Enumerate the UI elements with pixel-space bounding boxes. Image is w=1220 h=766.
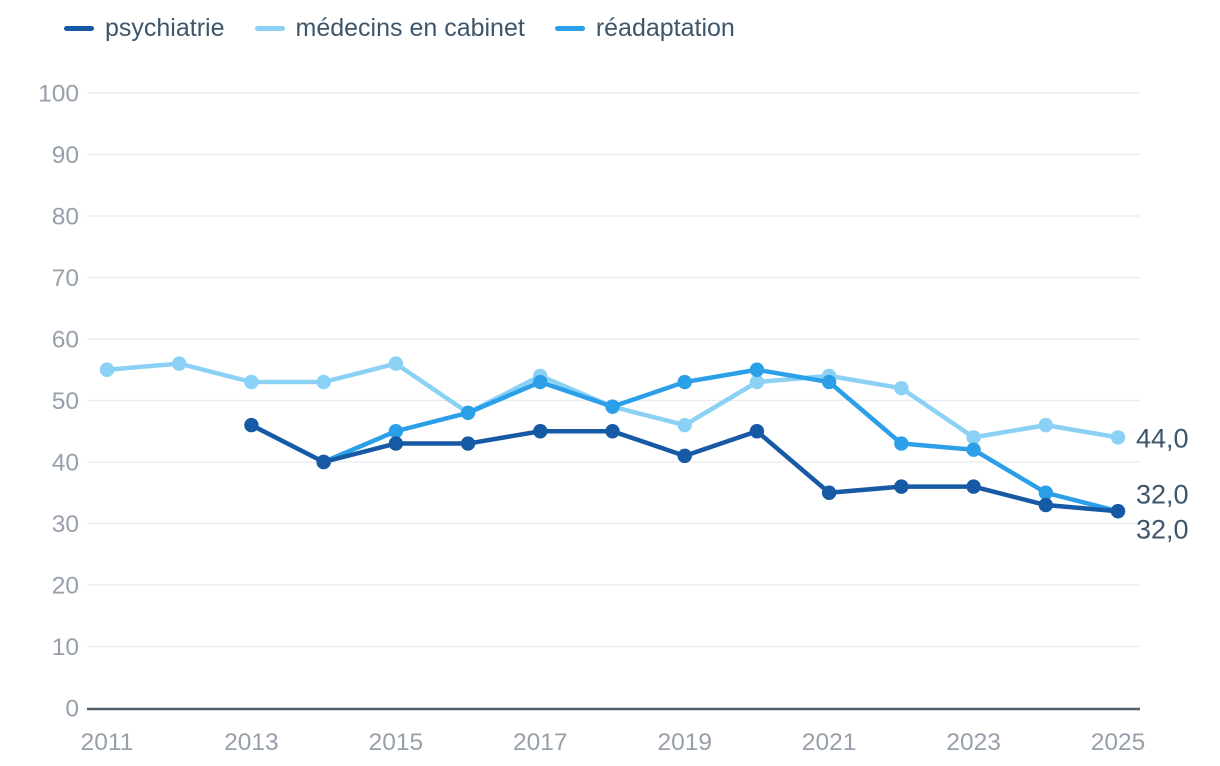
- data-point[interactable]: [894, 479, 909, 494]
- data-point[interactable]: [749, 362, 765, 377]
- y-tick-label: 50: [52, 388, 79, 415]
- legend-label: réadaptation: [595, 14, 735, 42]
- end-value-label: 44,0: [1136, 423, 1189, 453]
- x-tick-label: 2011: [81, 729, 134, 756]
- data-point[interactable]: [99, 362, 115, 377]
- data-point[interactable]: [749, 424, 765, 439]
- x-tick-label: 2015: [369, 729, 424, 756]
- data-point[interactable]: [821, 374, 837, 390]
- data-point[interactable]: [1110, 504, 1126, 519]
- data-point[interactable]: [1038, 485, 1053, 500]
- data-point[interactable]: [533, 374, 548, 390]
- y-tick-label: 30: [52, 511, 79, 538]
- y-tick-label: 0: [65, 696, 79, 723]
- data-point[interactable]: [533, 424, 548, 439]
- x-tick-label: 2017: [513, 729, 568, 756]
- data-point[interactable]: [677, 374, 692, 390]
- legend-swatch-icon: [554, 26, 585, 31]
- data-point[interactable]: [1038, 417, 1053, 433]
- data-point[interactable]: [1038, 497, 1053, 513]
- y-tick-label: 20: [52, 573, 79, 600]
- legend-swatch-icon: [64, 26, 94, 31]
- data-point[interactable]: [966, 442, 981, 457]
- data-point[interactable]: [316, 374, 331, 390]
- data-point[interactable]: [1110, 430, 1126, 445]
- y-tick-label: 10: [52, 634, 79, 661]
- x-tick-label: 2013: [224, 729, 279, 756]
- legend-item-medecins-en-cabinet[interactable]: médecins en cabinet: [254, 14, 525, 42]
- data-point[interactable]: [966, 430, 981, 445]
- end-value-label: 32,0: [1136, 515, 1189, 545]
- data-point[interactable]: [460, 436, 476, 451]
- end-value-label: 32,0: [1136, 480, 1189, 510]
- data-point[interactable]: [172, 356, 187, 371]
- data-point[interactable]: [749, 374, 765, 390]
- legend-item-readaptation[interactable]: réadaptation: [554, 14, 735, 42]
- legend-item-psychiatrie[interactable]: psychiatrie: [64, 16, 225, 41]
- data-point[interactable]: [605, 399, 620, 414]
- data-point[interactable]: [388, 436, 404, 451]
- data-point[interactable]: [677, 417, 692, 433]
- data-point[interactable]: [894, 381, 909, 396]
- data-point[interactable]: [244, 374, 259, 390]
- data-point[interactable]: [388, 424, 404, 439]
- data-point[interactable]: [388, 356, 404, 371]
- y-tick-label: 80: [52, 204, 79, 231]
- data-point[interactable]: [821, 485, 837, 500]
- series-line-2: [321, 367, 1121, 514]
- x-tick-label: 2021: [802, 729, 857, 756]
- x-tick-label: 2023: [946, 729, 1001, 756]
- x-tick-label: 2025: [1091, 729, 1146, 756]
- data-point[interactable]: [894, 436, 909, 451]
- x-tick-label: 2019: [657, 729, 712, 756]
- y-tick-label: 70: [52, 265, 79, 292]
- chart-legend: psychiatrie médecins en cabinet réadapta…: [64, 16, 735, 41]
- data-point[interactable]: [460, 405, 476, 420]
- legend-swatch-icon: [254, 26, 285, 31]
- legend-label: médecins en cabinet: [295, 14, 525, 42]
- y-tick-label: 90: [52, 142, 79, 169]
- legend-label: psychiatrie: [105, 14, 225, 42]
- y-tick-label: 100: [38, 81, 79, 108]
- data-point[interactable]: [244, 417, 259, 433]
- data-point[interactable]: [605, 424, 620, 439]
- data-point[interactable]: [677, 448, 692, 464]
- y-tick-label: 40: [52, 450, 79, 477]
- data-point[interactable]: [316, 454, 331, 470]
- y-tick-label: 60: [52, 327, 79, 354]
- data-point[interactable]: [966, 479, 981, 494]
